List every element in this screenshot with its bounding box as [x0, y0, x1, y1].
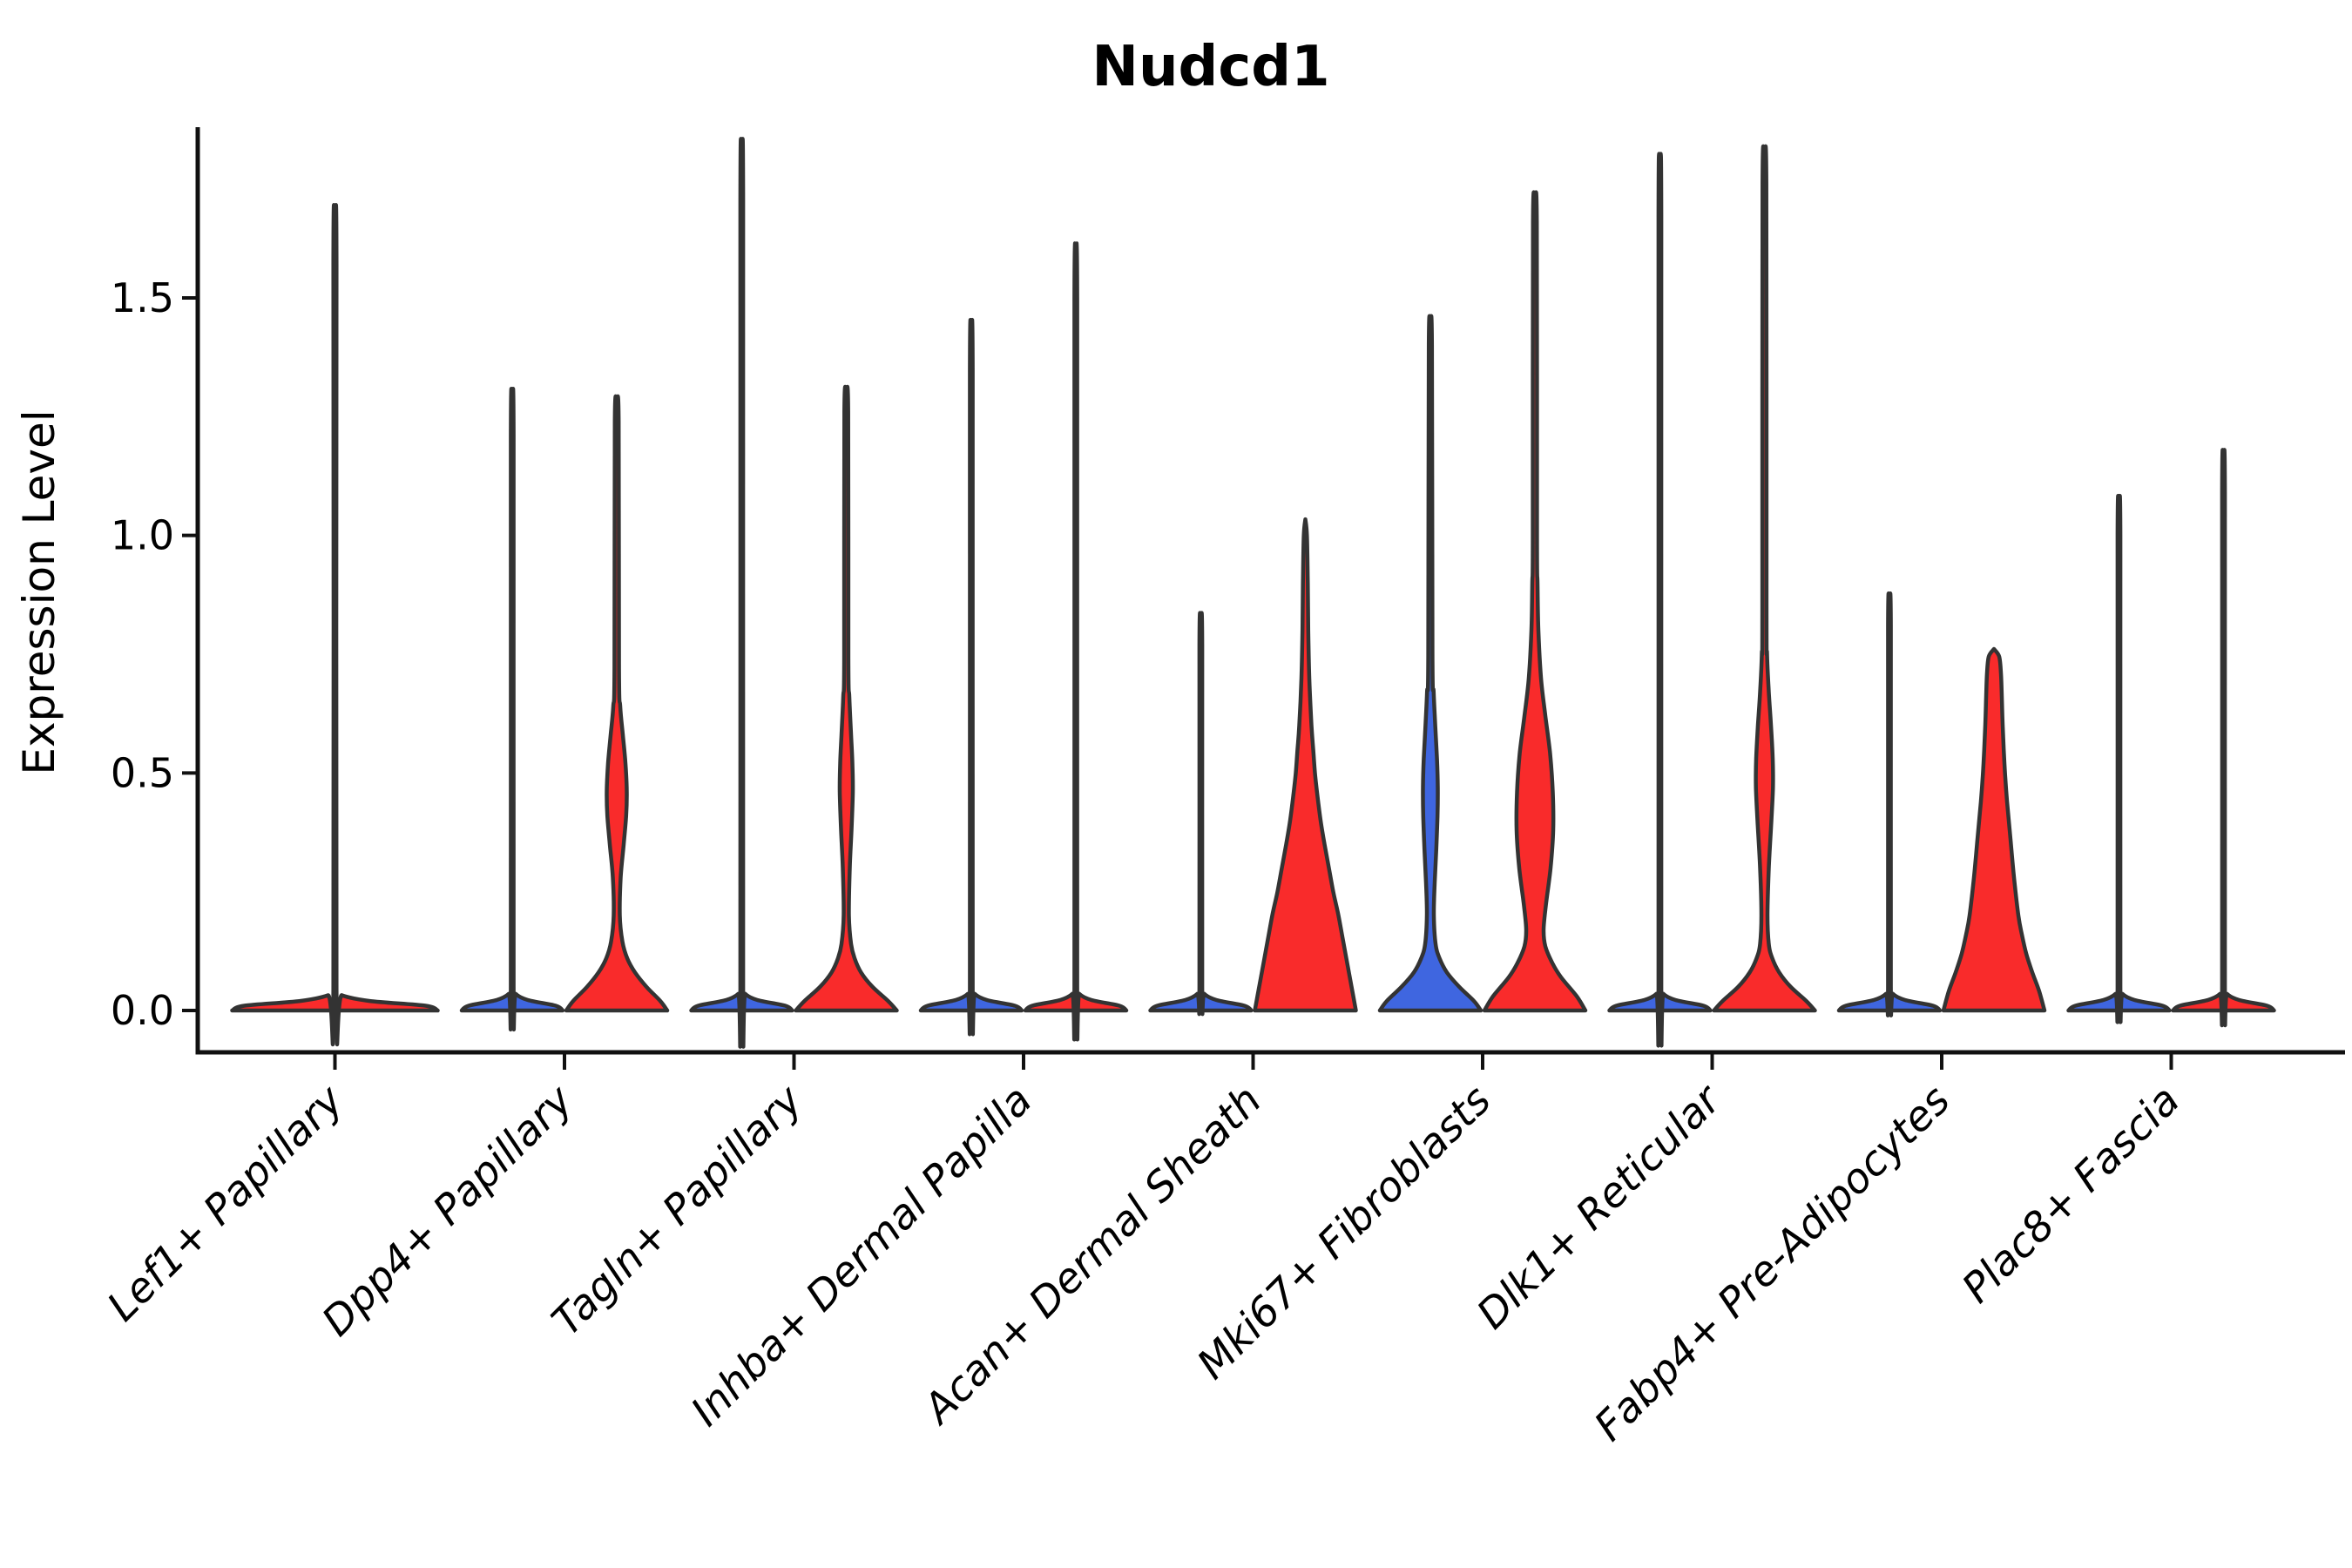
violin-blue	[1607, 152, 1713, 1048]
violin-red	[794, 385, 899, 1013]
violin-blue	[1836, 591, 1943, 1017]
axes-spines	[195, 127, 2345, 1055]
violin-blue	[918, 318, 1024, 1037]
chart-title: Nudcd1	[1092, 35, 1329, 99]
y-axis-ticks: 0.0 0.5 1.0 1.5	[111, 274, 198, 1034]
violin-blue	[1148, 611, 1254, 1017]
y-tick-label: 1.0	[111, 512, 174, 559]
y-axis-label: Expression Level	[14, 409, 64, 774]
x-tick-label: Lef1+ Papillary	[98, 1076, 354, 1331]
violin-red	[1941, 646, 2047, 1013]
x-tick-label: Dpp4+ Papillary	[313, 1076, 583, 1346]
violin-blue	[689, 137, 794, 1049]
y-tick-label: 0.0	[111, 987, 174, 1034]
violin-red	[564, 394, 670, 1013]
y-tick-label: 0.5	[111, 749, 174, 796]
violins-layer	[230, 137, 2276, 1049]
y-tick-label: 1.5	[111, 274, 174, 321]
violin-red	[1253, 517, 1358, 1013]
violin-red	[2171, 448, 2276, 1028]
violin-blue	[459, 387, 565, 1031]
x-tick-label: Plac8+ Fascia	[1953, 1077, 2189, 1313]
violin-red	[1712, 144, 1817, 1013]
x-tick-label: Dlk1+ Reticular	[1468, 1075, 1732, 1339]
violin-red	[1482, 190, 1588, 1013]
violin-blue	[1377, 314, 1484, 1013]
violin-red	[230, 203, 440, 1047]
violin-blue	[2066, 493, 2172, 1024]
violin-red	[1023, 241, 1129, 1042]
x-tick-label: Tagln+ Papillary	[543, 1076, 813, 1346]
